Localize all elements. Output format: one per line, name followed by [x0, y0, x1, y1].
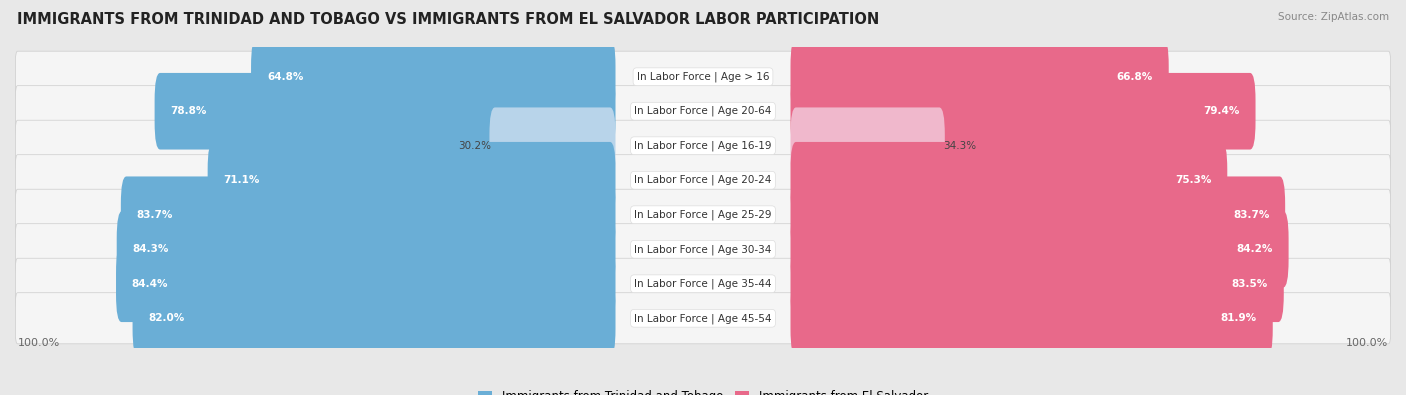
FancyBboxPatch shape — [790, 142, 1227, 218]
FancyBboxPatch shape — [117, 245, 616, 322]
Text: 84.3%: 84.3% — [132, 244, 169, 254]
FancyBboxPatch shape — [121, 177, 616, 253]
Text: 84.4%: 84.4% — [132, 279, 169, 289]
Text: 82.0%: 82.0% — [149, 313, 184, 323]
FancyBboxPatch shape — [790, 38, 1168, 115]
Text: 75.3%: 75.3% — [1175, 175, 1212, 185]
Text: 79.4%: 79.4% — [1204, 106, 1240, 116]
Text: In Labor Force | Age 20-24: In Labor Force | Age 20-24 — [634, 175, 772, 186]
FancyBboxPatch shape — [790, 245, 1284, 322]
FancyBboxPatch shape — [790, 211, 1289, 288]
Text: 100.0%: 100.0% — [1347, 338, 1389, 348]
Text: 83.5%: 83.5% — [1232, 279, 1268, 289]
Text: IMMIGRANTS FROM TRINIDAD AND TOBAGO VS IMMIGRANTS FROM EL SALVADOR LABOR PARTICI: IMMIGRANTS FROM TRINIDAD AND TOBAGO VS I… — [17, 12, 879, 27]
Text: In Labor Force | Age 25-29: In Labor Force | Age 25-29 — [634, 209, 772, 220]
FancyBboxPatch shape — [15, 86, 1391, 137]
Text: 64.8%: 64.8% — [267, 72, 304, 82]
Text: 100.0%: 100.0% — [17, 338, 59, 348]
FancyBboxPatch shape — [15, 155, 1391, 206]
FancyBboxPatch shape — [15, 51, 1391, 102]
FancyBboxPatch shape — [15, 120, 1391, 171]
FancyBboxPatch shape — [15, 189, 1391, 240]
FancyBboxPatch shape — [489, 107, 616, 184]
FancyBboxPatch shape — [132, 280, 616, 357]
Text: 34.3%: 34.3% — [943, 141, 976, 151]
Text: In Labor Force | Age 30-34: In Labor Force | Age 30-34 — [634, 244, 772, 254]
FancyBboxPatch shape — [155, 73, 616, 150]
FancyBboxPatch shape — [15, 293, 1391, 344]
Text: In Labor Force | Age 16-19: In Labor Force | Age 16-19 — [634, 141, 772, 151]
FancyBboxPatch shape — [790, 73, 1256, 150]
Text: 71.1%: 71.1% — [224, 175, 260, 185]
Text: 83.7%: 83.7% — [136, 210, 173, 220]
Text: 83.7%: 83.7% — [1233, 210, 1270, 220]
FancyBboxPatch shape — [15, 224, 1391, 275]
Text: 84.2%: 84.2% — [1236, 244, 1272, 254]
Text: In Labor Force | Age 45-54: In Labor Force | Age 45-54 — [634, 313, 772, 324]
Text: 30.2%: 30.2% — [458, 141, 492, 151]
FancyBboxPatch shape — [790, 107, 945, 184]
Legend: Immigrants from Trinidad and Tobago, Immigrants from El Salvador: Immigrants from Trinidad and Tobago, Imm… — [474, 385, 932, 395]
Text: 78.8%: 78.8% — [170, 106, 207, 116]
FancyBboxPatch shape — [790, 280, 1272, 357]
FancyBboxPatch shape — [15, 258, 1391, 309]
FancyBboxPatch shape — [117, 211, 616, 288]
Text: In Labor Force | Age 35-44: In Labor Force | Age 35-44 — [634, 278, 772, 289]
Text: 66.8%: 66.8% — [1116, 72, 1153, 82]
FancyBboxPatch shape — [790, 177, 1285, 253]
FancyBboxPatch shape — [252, 38, 616, 115]
FancyBboxPatch shape — [208, 142, 616, 218]
Text: In Labor Force | Age 20-64: In Labor Force | Age 20-64 — [634, 106, 772, 117]
Text: Source: ZipAtlas.com: Source: ZipAtlas.com — [1278, 12, 1389, 22]
Text: In Labor Force | Age > 16: In Labor Force | Age > 16 — [637, 71, 769, 82]
Text: 81.9%: 81.9% — [1220, 313, 1257, 323]
